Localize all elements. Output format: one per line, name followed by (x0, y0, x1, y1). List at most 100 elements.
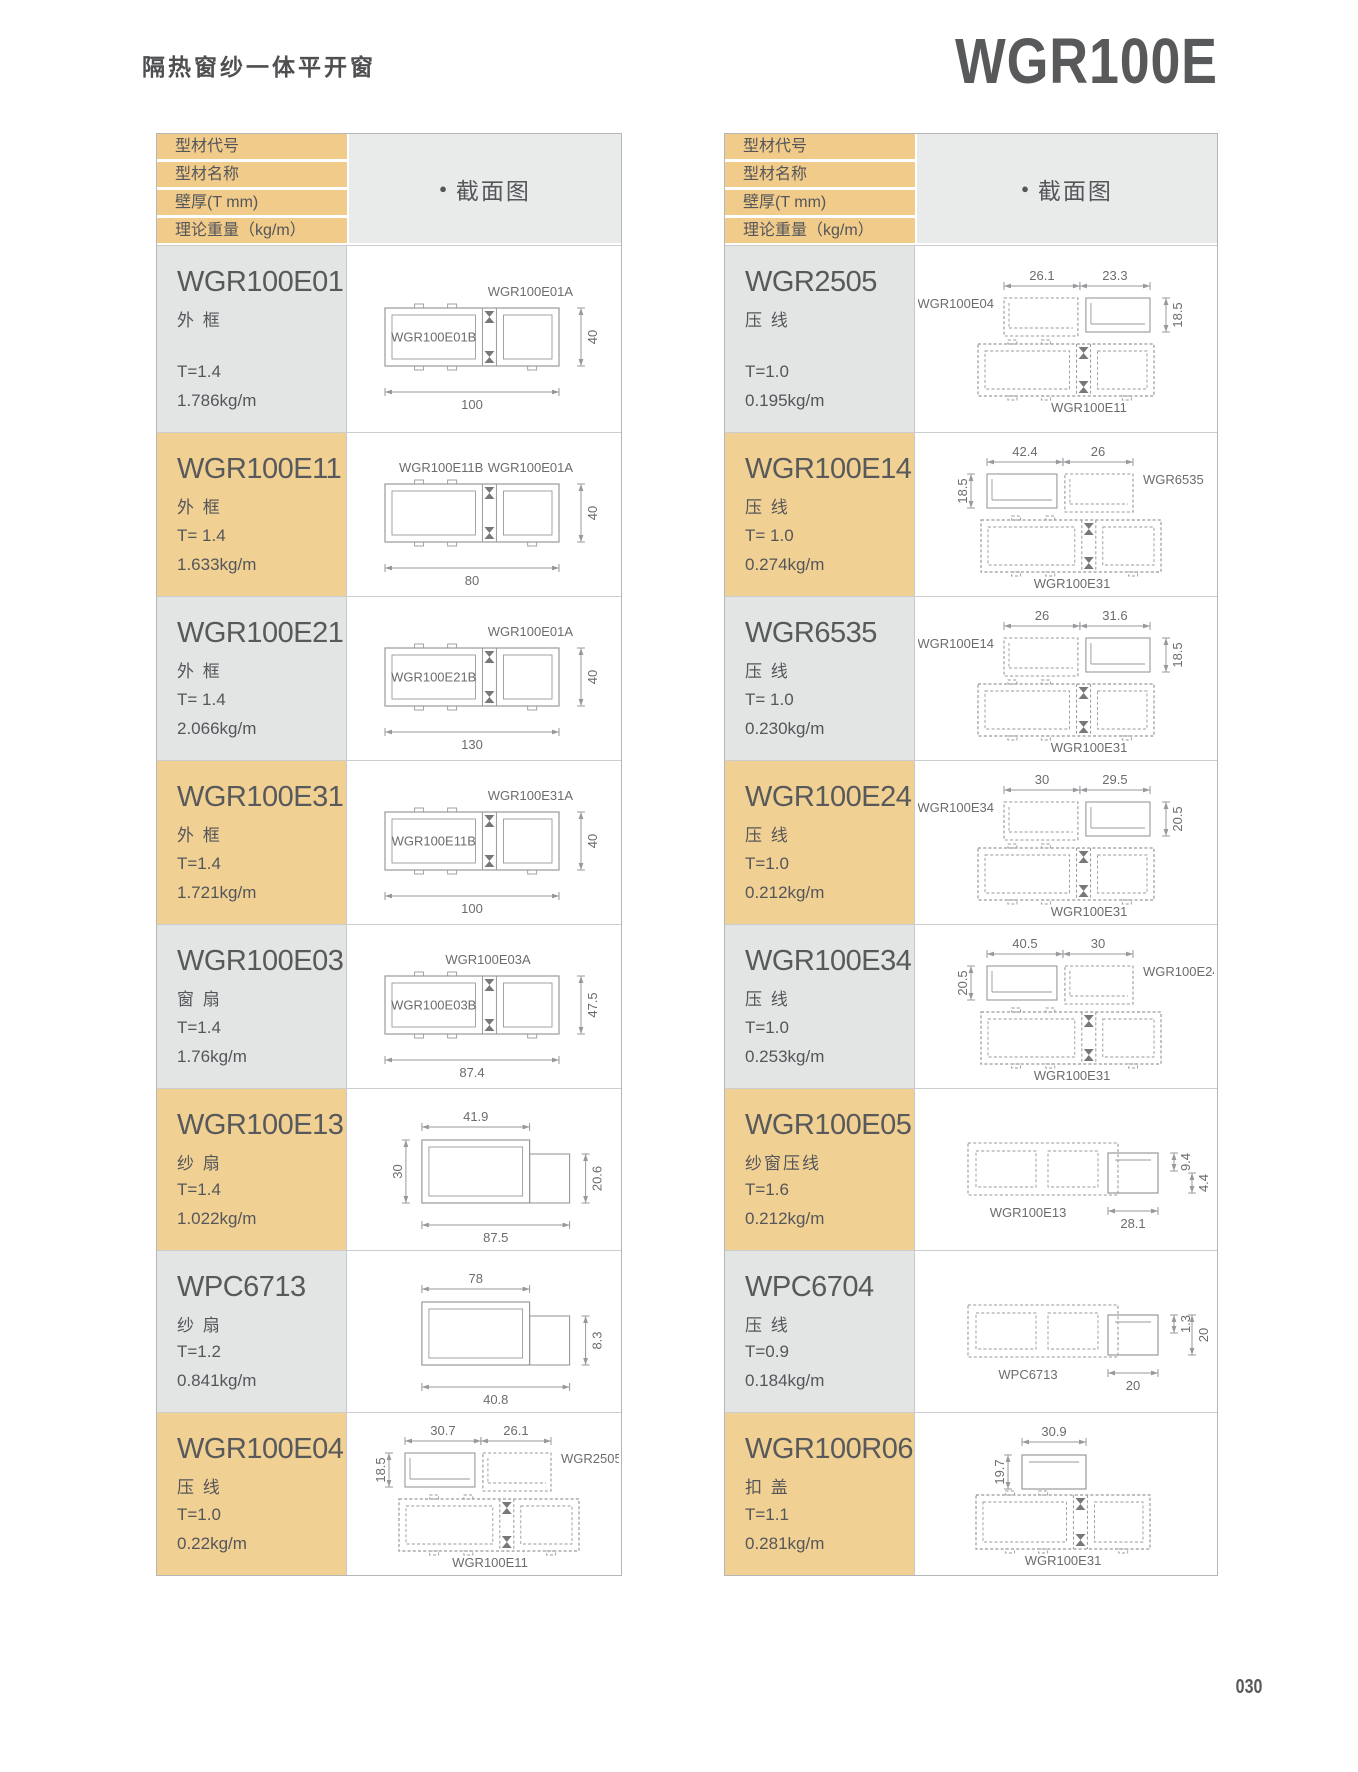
bullet-icon: ● (439, 181, 447, 196)
profile-info-cell: WGR100E05 纱窗压线 T=1.6 0.212kg/m (725, 1089, 915, 1250)
cross-section-drawing: 20.5 WGR100E34 30 29.5 WGR100E31 (918, 772, 1185, 918)
svg-text:28.1: 28.1 (1120, 1216, 1145, 1231)
svg-text:WGR100E21B: WGR100E21B (391, 669, 476, 684)
section-diagram: 18.5 WGR2505 30.7 26.1 WGR100E11 (347, 1413, 621, 1575)
cross-section-drawing: 30.9 19.7 WGR100E31 (975, 1424, 1151, 1568)
profile-weight: 0.22kg/m (177, 1534, 247, 1554)
table-header-cell: 理论重量（kg/m） (725, 218, 915, 243)
svg-text:80: 80 (465, 573, 479, 588)
profile-info-cell: WGR100E34 压 线 T=1.0 0.253kg/m (725, 925, 915, 1088)
svg-text:40.5: 40.5 (1012, 936, 1037, 951)
profile-spec: T=1.0 0.253kg/m (745, 1013, 908, 1073)
cross-section-drawing: WGR100E11B WGR100E01A 40 80 (384, 460, 600, 588)
profile-weight: 0.230kg/m (745, 719, 825, 739)
profile-name: 外 框 (177, 498, 222, 517)
table-row: WGR2505 压 线 T=1.0 0.195kg/m 18.5 WGR100E04 26.… (725, 245, 1217, 432)
table-row: WGR100E13 纱 扇 T=1.4 1.022kg/m 41.9 30 20.6 87.5 (157, 1088, 621, 1250)
profile-spec: T=1.0 0.22kg/m (177, 1500, 340, 1560)
svg-text:130: 130 (461, 737, 483, 752)
svg-text:18.5: 18.5 (373, 1457, 388, 1482)
profile-code: WGR6535 (745, 617, 877, 649)
svg-text:30: 30 (1091, 936, 1105, 951)
svg-text:WGR100E24: WGR100E24 (1143, 964, 1214, 979)
cross-section-drawing: 18.5 WGR6535 42.4 26 WGR100E31 (955, 444, 1204, 590)
section-diagram: 30.9 19.7 WGR100E31 (915, 1413, 1217, 1575)
profile-thickness: T= 1.4 (177, 525, 226, 545)
cross-section-drawing: 41.9 30 20.6 87.5 (390, 1109, 605, 1245)
svg-text:WGR100E31: WGR100E31 (1025, 1553, 1102, 1568)
profile-thickness: T=1.2 (177, 1341, 221, 1361)
section-diagram: 18.5 WGR100E04 26.1 23.3 WGR100E11 (915, 246, 1217, 432)
table-header: 型材代号 型材名称 壁厚(T mm) 理论重量（kg/m） ● 截面图 (157, 134, 621, 243)
profile-info-cell: WGR100E14 压 线 T= 1.0 0.274kg/m (725, 433, 915, 596)
svg-text:100: 100 (461, 397, 483, 412)
svg-text:19.7: 19.7 (992, 1459, 1007, 1484)
profile-name: 压 线 (177, 1478, 222, 1497)
profile-table-right: 型材代号 型材名称 壁厚(T mm) 理论重量（kg/m） ● 截面图 WGR2505 压 线… (724, 133, 1218, 1576)
table-header-cell: 型材名称 (725, 162, 915, 187)
table-row: WGR100E21 外 框 T= 1.4 2.066kg/m WGR100E01A WGR… (157, 596, 621, 760)
svg-text:47.5: 47.5 (585, 992, 600, 1017)
svg-text:23.3: 23.3 (1102, 268, 1127, 283)
svg-text:29.5: 29.5 (1102, 772, 1127, 787)
profile-info-cell: WGR6535 压 线 T= 1.0 0.230kg/m (725, 597, 915, 760)
table-row: WGR100E34 压 线 T=1.0 0.253kg/m 20.5 WGR100E24 4… (725, 924, 1217, 1088)
profile-thickness: T=1.0 (745, 1017, 789, 1037)
profile-name: 外 框 (177, 311, 222, 330)
profile-spec: T= 1.4 1.633kg/m (177, 521, 340, 581)
svg-text:20: 20 (1196, 1327, 1211, 1341)
svg-text:100: 100 (461, 901, 483, 916)
profile-info-cell: WGR100E13 纱 扇 T=1.4 1.022kg/m (157, 1089, 347, 1250)
section-diagram: 18.5 WGR100E14 26 31.6 WGR100E31 (915, 597, 1217, 760)
profile-name: 外 框 (177, 662, 222, 681)
svg-text:20.5: 20.5 (1170, 806, 1185, 831)
svg-text:WGR100E01A: WGR100E01A (488, 460, 574, 475)
section-diagram-header: ● 截面图 (917, 134, 1217, 243)
profile-weight: 0.195kg/m (745, 391, 825, 411)
profile-code: WGR100R06 (745, 1433, 913, 1465)
profile-weight: 0.212kg/m (745, 1209, 825, 1229)
profile-code: WGR100E05 (745, 1109, 912, 1141)
svg-text:WGR100E03A: WGR100E03A (445, 952, 531, 967)
table-row: WGR100E03 窗 扇 T=1.4 1.76kg/m WGR100E03A WGR10… (157, 924, 621, 1088)
profile-name: 压 线 (745, 498, 790, 517)
section-diagram: 18.5 WGR6535 42.4 26 WGR100E31 (915, 433, 1217, 596)
cross-section-drawing: 18.5 WGR100E04 26.1 23.3 WGR100E11 (918, 268, 1185, 414)
profile-thickness: T=1.4 (177, 1179, 221, 1199)
svg-text:WGR2505: WGR2505 (561, 1451, 619, 1466)
section-diagram: WGR100E11B WGR100E01A 40 80 (347, 433, 621, 596)
profile-weight: 2.066kg/m (177, 719, 257, 739)
svg-text:WGR100E11B: WGR100E11B (392, 833, 476, 848)
profile-code: WGR100E34 (745, 945, 912, 977)
table-header-cell: 型材代号 (157, 134, 347, 159)
svg-text:40.8: 40.8 (483, 1392, 508, 1407)
section-diagram: 1.3 20 20 WPC6713 (915, 1251, 1217, 1412)
bullet-icon: ● (1021, 181, 1029, 196)
table-header-cell: 型材名称 (157, 162, 347, 187)
svg-text:WPC6713: WPC6713 (998, 1367, 1057, 1382)
cross-section-drawing: WGR100E01A WGR100E21B 40 130 (384, 624, 600, 752)
svg-text:30: 30 (390, 1164, 405, 1178)
profile-weight: 1.633kg/m (177, 555, 257, 575)
page-number: 030 (1235, 1676, 1262, 1698)
profile-thickness: T=1.6 (745, 1179, 789, 1199)
svg-text:WGR6535: WGR6535 (1143, 472, 1204, 487)
table-row: WGR100E31 外 框 T=1.4 1.721kg/m WGR100E31A WGR1… (157, 760, 621, 924)
profile-info-cell: WGR100E01 外 框 T=1.4 1.786kg/m (157, 246, 347, 432)
section-diagram: 20.5 WGR100E34 30 29.5 WGR100E31 (915, 761, 1217, 924)
svg-text:30.7: 30.7 (430, 1423, 455, 1438)
cross-section-drawing: 18.5 WGR2505 30.7 26.1 WGR100E11 (373, 1423, 619, 1569)
profile-code: WGR100E04 (177, 1433, 344, 1465)
profile-info-cell: WPC6713 纱 扇 T=1.2 0.841kg/m (157, 1251, 347, 1412)
table-header-labels: 型材代号 型材名称 壁厚(T mm) 理论重量（kg/m） (725, 134, 915, 243)
page-title: WGR100E (955, 25, 1218, 97)
profile-weight: 1.721kg/m (177, 883, 257, 903)
svg-text:40: 40 (585, 505, 600, 519)
profile-info-cell: WGR2505 压 线 T=1.0 0.195kg/m (725, 246, 915, 432)
profile-spec: T=1.4 1.721kg/m (177, 849, 340, 909)
profile-weight: 0.281kg/m (745, 1534, 825, 1554)
profile-thickness: T=1.0 (745, 853, 789, 873)
profile-thickness: T=1.0 (745, 361, 789, 381)
svg-text:WGR100E11: WGR100E11 (452, 1555, 528, 1569)
section-diagram: WGR100E03A WGR100E03B 47.5 87.4 (347, 925, 621, 1088)
